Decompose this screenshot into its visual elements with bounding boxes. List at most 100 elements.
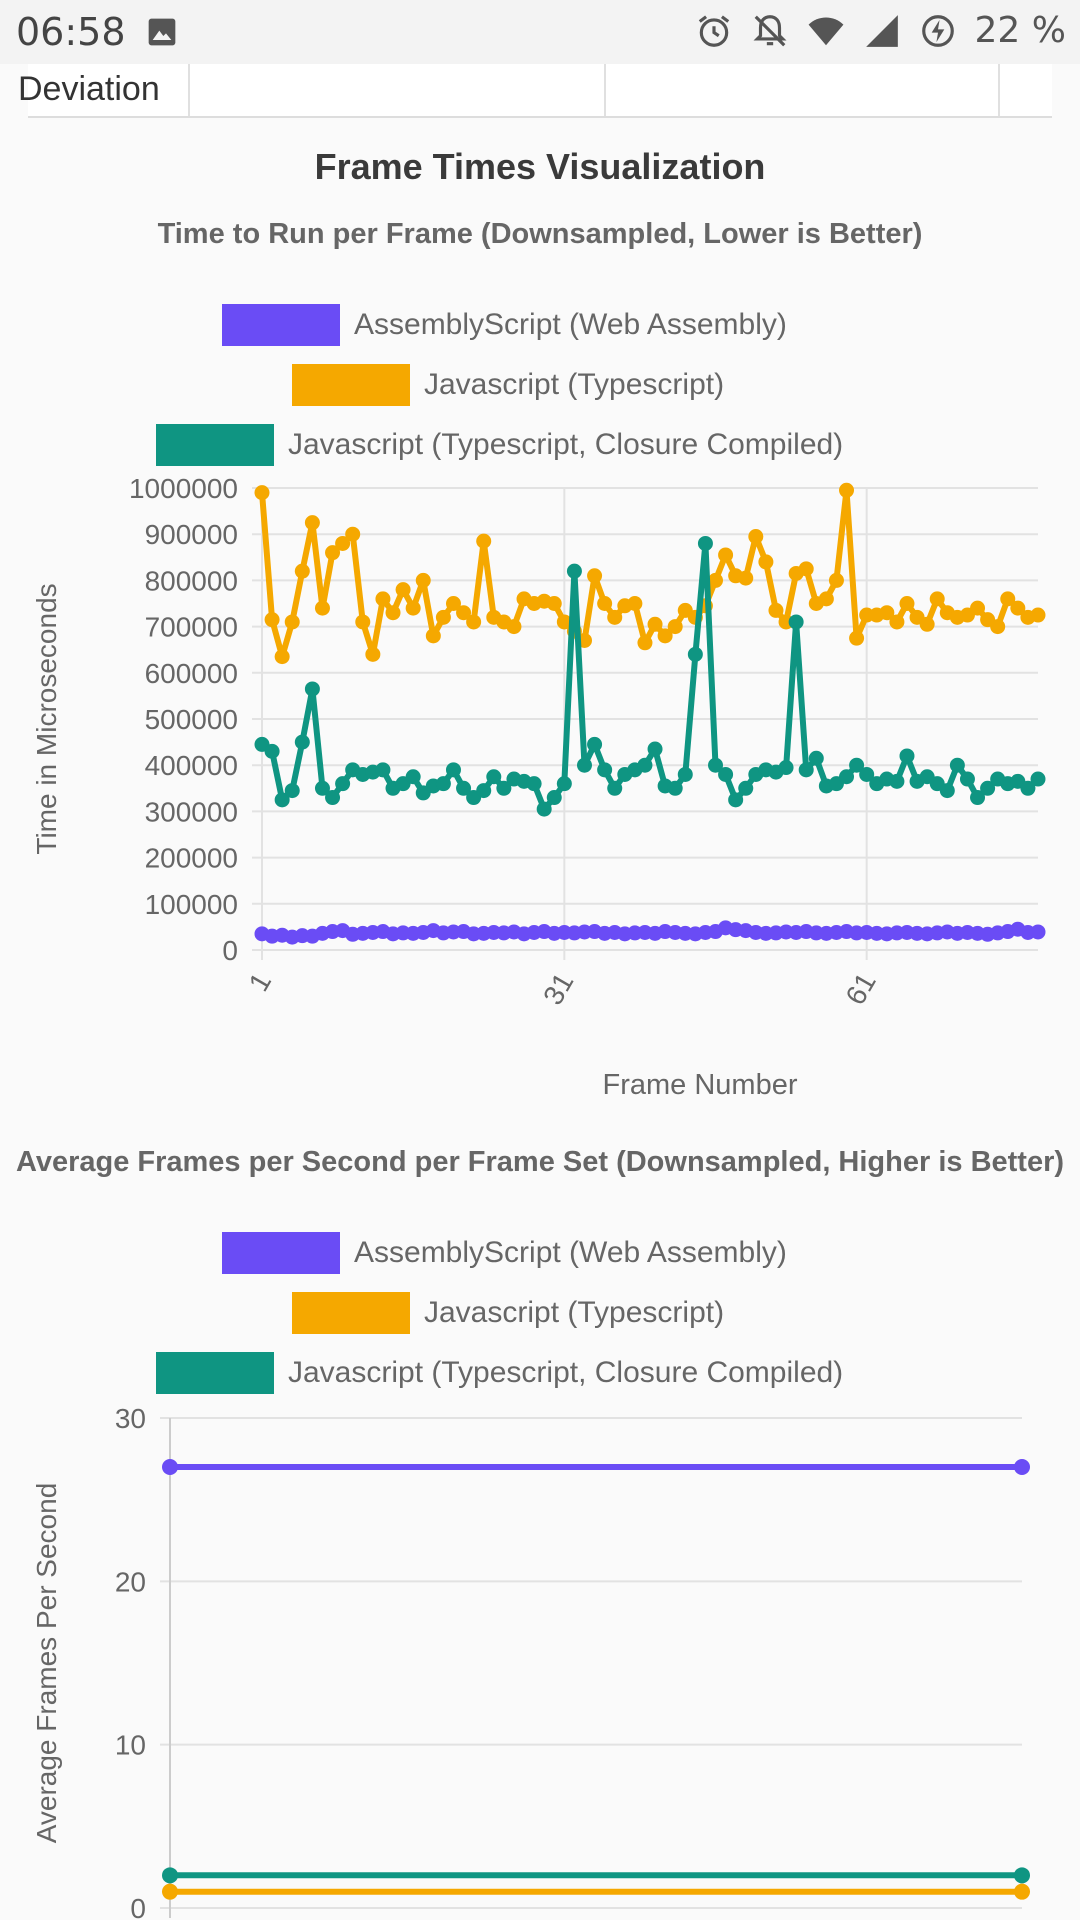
data-point	[445, 762, 461, 778]
legend-item-javascript[interactable]: Javascript (Typescript)	[292, 1291, 724, 1335]
data-point	[365, 646, 381, 662]
data-point	[788, 614, 804, 630]
data-point	[445, 596, 461, 611]
data-point	[899, 596, 915, 611]
data-point	[597, 762, 613, 778]
legend-swatch	[222, 304, 340, 346]
legend-item-assemblyscript[interactable]: AssemblyScript (Web Assembly)	[222, 1231, 787, 1275]
data-point	[627, 596, 643, 611]
data-point	[385, 605, 401, 621]
y-tick-label: 1000000	[129, 473, 238, 504]
data-point	[939, 783, 955, 799]
data-point	[758, 554, 774, 570]
data-point	[314, 780, 330, 796]
data-point	[456, 780, 472, 796]
legend-label: Javascript (Typescript)	[424, 368, 725, 401]
series-line	[259, 487, 1039, 660]
data-point	[395, 582, 411, 598]
data-point	[274, 649, 290, 665]
data-point	[375, 762, 391, 778]
data-point	[959, 771, 975, 787]
y-tick-label: 0	[130, 1893, 146, 1920]
data-point	[476, 533, 492, 549]
data-point	[284, 614, 300, 630]
data-point	[708, 757, 724, 773]
y-axis-label: Average Frames Per Second	[31, 1483, 62, 1844]
data-point	[294, 734, 310, 750]
data-point	[425, 628, 441, 644]
data-point	[667, 780, 683, 796]
data-point	[546, 790, 562, 806]
data-point	[335, 776, 351, 792]
legend-item-javascript-closure[interactable]: Javascript (Typescript, Closure Compiled…	[156, 1351, 843, 1395]
y-tick-label: 10	[115, 1730, 146, 1761]
table-divider	[188, 64, 190, 116]
legend-item-javascript-closure[interactable]: Javascript (Typescript, Closure Compiled…	[156, 423, 843, 467]
y-axis-label: Time in Microseconds	[31, 583, 62, 854]
data-point	[1014, 1883, 1030, 1900]
data-point	[970, 600, 986, 616]
x-axis-label: Frame Number	[603, 1069, 798, 1101]
data-point	[849, 757, 865, 773]
stats-table-row: Deviation	[18, 64, 1052, 118]
data-point	[466, 614, 482, 630]
alarm-icon	[698, 14, 729, 47]
data-point	[708, 572, 724, 588]
data-point	[647, 616, 663, 632]
data-point	[506, 619, 522, 635]
data-point	[254, 485, 270, 501]
data-point	[899, 748, 915, 764]
data-point	[839, 769, 855, 785]
y-tick-label: 700000	[145, 612, 238, 643]
legend-swatch	[156, 424, 274, 466]
data-point	[859, 766, 875, 782]
wifi-icon	[808, 17, 843, 45]
data-point	[162, 1459, 178, 1475]
frame-times-chart: 0 100000 200000 300000 400000 500000 600000 700…	[31, 473, 1046, 1101]
data-point	[839, 482, 855, 498]
table-divider	[998, 64, 1000, 116]
data-point	[304, 515, 320, 531]
data-point	[879, 605, 895, 621]
status-bar: 06:58 22 %	[0, 0, 1080, 64]
data-point	[808, 750, 824, 766]
data-point	[778, 760, 794, 776]
data-point	[435, 609, 451, 625]
y-tick-label: 400000	[145, 750, 238, 781]
legend-swatch	[292, 1292, 410, 1334]
legend-item-assemblyscript[interactable]: AssemblyScript (Web Assembly)	[222, 303, 787, 347]
y-tick-label: 900000	[145, 519, 238, 550]
y-tick-label: 20	[115, 1566, 146, 1597]
table-cell-deviation: Deviation	[18, 70, 160, 108]
chart1-title: Time to Run per Frame (Downsampled, Lowe…	[157, 218, 923, 250]
data-point	[355, 614, 371, 630]
data-point	[828, 572, 844, 588]
data-point	[728, 792, 744, 808]
x-tick-label: 31	[537, 968, 579, 1010]
legend-label: AssemblyScript (Web Assembly)	[354, 1236, 787, 1269]
chart2-title: Average Frames per Second per Frame Set …	[15, 1146, 1065, 1178]
y-tick-label: 100000	[145, 889, 238, 920]
y-tick-label: 30	[115, 1403, 146, 1434]
section-title: Frame Times Visualization	[314, 146, 766, 187]
data-point	[718, 766, 734, 782]
legend-label: Javascript (Typescript)	[424, 1296, 725, 1329]
data-point	[264, 612, 280, 628]
data-point	[738, 780, 754, 796]
legend-swatch	[292, 364, 410, 406]
legend-label: Javascript (Typescript, Closure Compiled…	[288, 428, 844, 461]
data-point	[607, 780, 623, 796]
data-point	[476, 783, 492, 799]
y-tick-label: 500000	[145, 704, 238, 735]
x-tick-label: 1	[243, 968, 278, 997]
data-point	[738, 570, 754, 586]
data-point	[435, 776, 451, 792]
data-point	[657, 628, 673, 644]
data-point	[274, 792, 290, 808]
data-point	[768, 602, 784, 618]
data-point	[980, 780, 996, 796]
data-point	[1030, 924, 1046, 940]
legend-item-javascript[interactable]: Javascript (Typescript)	[292, 363, 724, 407]
data-point	[798, 762, 814, 778]
data-point	[798, 561, 814, 577]
